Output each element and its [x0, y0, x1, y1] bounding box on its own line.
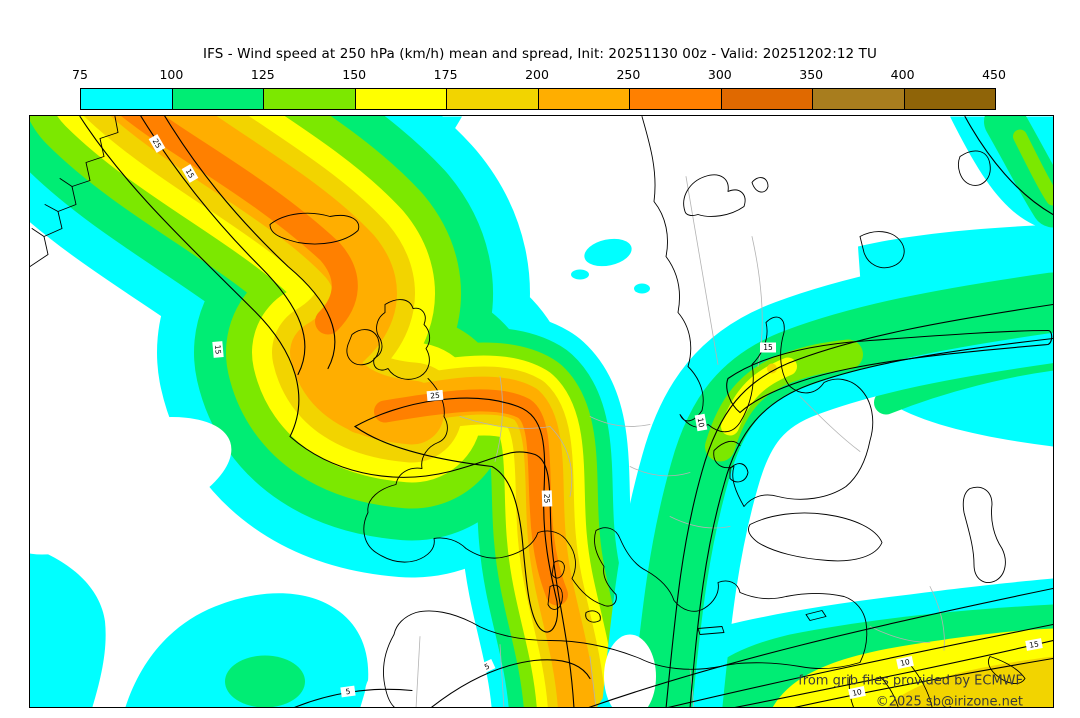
- fill-sw-patch-75-a: [30, 546, 106, 707]
- contour-label: 25: [541, 490, 553, 507]
- svg-text:10: 10: [851, 687, 862, 698]
- colorbar-tick-label: 75: [72, 67, 88, 82]
- fill-spot-75-b: [571, 269, 589, 280]
- colorbar-segment: [264, 89, 356, 109]
- contour-label: 10: [848, 685, 866, 700]
- contour-label: 5: [478, 659, 496, 674]
- svg-text:5: 5: [483, 661, 491, 671]
- colorbar-segment: [630, 89, 722, 109]
- contour-label: 15: [760, 342, 776, 353]
- contour-label: 15: [1025, 638, 1043, 651]
- map-frame: 25 15 15 25 25 15 10 10 10 15 5 5 from g…: [29, 115, 1054, 708]
- colorbar-tick-label: 450: [982, 67, 1006, 82]
- svg-text:15: 15: [1029, 639, 1040, 650]
- fill-ne-125: [1013, 129, 1053, 206]
- colorbar-segment: [172, 89, 264, 109]
- colorbar-tick-label: 175: [433, 67, 458, 82]
- svg-text:15: 15: [763, 343, 773, 352]
- contour-label: 25: [148, 134, 166, 153]
- colorbar-tick-label: 200: [525, 67, 549, 82]
- contour-label: 10: [896, 655, 914, 670]
- svg-text:15: 15: [184, 167, 197, 180]
- contour-label: 15: [181, 164, 199, 183]
- colorbar-tick-label: 100: [159, 67, 184, 82]
- fill-se-175: [887, 656, 1053, 707]
- fill-sw-patch-75-b: [125, 593, 369, 707]
- svg-text:5: 5: [345, 687, 351, 697]
- contour-label: 10: [694, 413, 708, 432]
- colorbar-segment: [904, 89, 995, 109]
- spread-contour-labels: 25 15 15 25 25 15 10 10 10 15 5 5: [148, 134, 1043, 700]
- attribution-copyright: ©2025 sb@irizone.net: [876, 695, 1023, 708]
- fill-sw-patch-100: [225, 655, 305, 707]
- colorbar-tick-label: 150: [342, 67, 367, 82]
- svg-text:10: 10: [899, 657, 910, 668]
- contour-label: 5: [340, 685, 356, 698]
- svg-text:25: 25: [430, 391, 441, 401]
- svg-text:15: 15: [213, 344, 223, 355]
- fill-spot-75-c: [634, 283, 650, 294]
- svg-text:10: 10: [696, 417, 707, 428]
- white-gap-regions: [30, 417, 656, 707]
- colorbar-segment: [81, 89, 173, 109]
- weather-map: 25 15 15 25 25 15 10 10 10 15 5 5 from g…: [30, 116, 1053, 707]
- fill-spot-75-a: [584, 238, 632, 267]
- jet-hook-250-core: [374, 389, 568, 606]
- colorbar-tick-labels: 75 100 125 150 175 200 250 300 350 400 450: [72, 67, 1006, 82]
- colorbar: [80, 88, 996, 110]
- wind-speed-fill-regions: [30, 116, 1053, 707]
- svg-text:25: 25: [151, 137, 164, 150]
- colorbar-tick-label: 400: [890, 67, 915, 82]
- colorbar-tick-label: 125: [250, 67, 275, 82]
- page-title: IFS - Wind speed at 250 hPa (km/h) mean …: [203, 46, 877, 62]
- colorbar-segment: [721, 89, 813, 109]
- attribution-source: from grib files provided by ECMWF: [798, 674, 1023, 689]
- colorbar-tick-label: 300: [707, 67, 732, 82]
- colorbar-segment: [813, 89, 905, 109]
- colorbar-segment: [447, 89, 539, 109]
- coastlines: [30, 116, 1026, 707]
- contour-label: 15: [212, 341, 224, 358]
- colorbar-tick-label: 350: [799, 67, 824, 82]
- svg-text:25: 25: [542, 494, 551, 504]
- country-borders: [415, 176, 945, 707]
- jet-nw-250-core: [121, 116, 358, 335]
- colorbar-segment: [355, 89, 447, 109]
- colorbar-tick-label: 250: [616, 67, 641, 82]
- colorbar-segment: [538, 89, 630, 109]
- jet-scand-175-core: [767, 363, 777, 374]
- contour-label: 25: [426, 389, 444, 402]
